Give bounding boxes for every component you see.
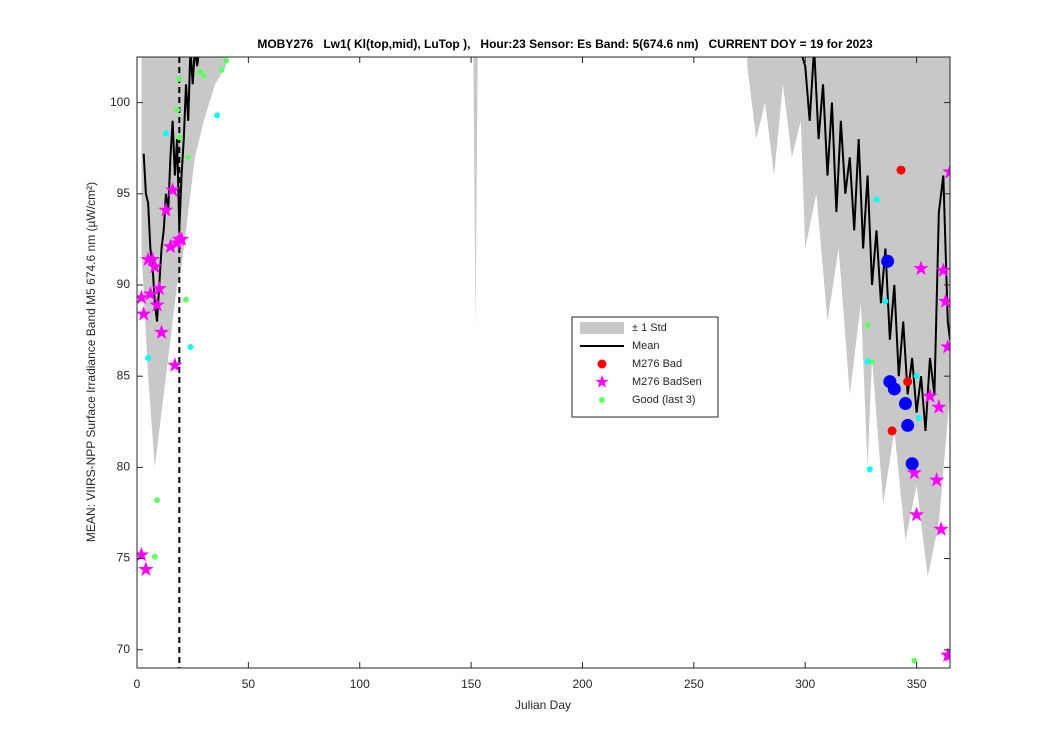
data-point xyxy=(174,106,181,113)
data-point xyxy=(931,399,947,414)
data-point xyxy=(214,112,221,119)
data-point xyxy=(881,254,895,268)
data-point xyxy=(137,306,152,321)
data-point xyxy=(903,377,913,387)
data-point xyxy=(908,506,925,522)
data-point xyxy=(196,68,203,75)
data-point xyxy=(933,521,949,536)
data-point xyxy=(898,397,912,411)
x-axis-label: Julian Day xyxy=(515,698,571,712)
data-point xyxy=(173,231,190,246)
data-point xyxy=(158,202,174,217)
std-band xyxy=(141,57,227,468)
data-point xyxy=(145,354,152,361)
data-point xyxy=(942,647,950,662)
legend-swatch xyxy=(595,374,609,388)
data-point xyxy=(922,388,938,403)
data-point xyxy=(138,561,154,577)
data-point xyxy=(153,324,170,339)
data-point xyxy=(937,293,950,308)
data-point xyxy=(144,251,161,266)
legend-label: M276 Bad xyxy=(632,358,682,370)
data-point xyxy=(887,426,897,436)
data-point xyxy=(882,298,889,305)
data-point xyxy=(137,289,150,305)
data-point xyxy=(218,66,225,73)
data-point xyxy=(183,296,190,303)
y-tick-label: 90 xyxy=(117,277,131,291)
data-point xyxy=(942,163,950,179)
data-point xyxy=(864,322,871,329)
y-tick-label: 85 xyxy=(117,368,131,382)
legend-label: ± 1 Std xyxy=(632,322,667,334)
std-band xyxy=(747,57,950,577)
chart-title: MOBY276 Lw1( Kl(top,mid), LuTop ), Hour:… xyxy=(257,37,873,51)
data-point xyxy=(913,260,929,276)
y-tick-label: 75 xyxy=(117,551,131,565)
legend-label: M276 BadSen xyxy=(632,376,702,388)
x-tick-label: 150 xyxy=(461,677,481,691)
data-point xyxy=(142,286,158,301)
data-point xyxy=(165,182,181,197)
x-tick-label: 350 xyxy=(907,677,927,691)
data-point xyxy=(873,196,880,203)
data-point xyxy=(176,75,183,82)
legend-swatch xyxy=(580,322,624,334)
x-tick-label: 50 xyxy=(242,677,256,691)
data-point xyxy=(896,165,906,175)
data-point xyxy=(187,343,194,350)
mean-line xyxy=(142,57,200,322)
x-tick-label: 200 xyxy=(572,677,592,691)
data-point xyxy=(935,262,950,277)
std-band xyxy=(473,57,478,329)
data-point xyxy=(147,258,163,274)
y-tick-label: 100 xyxy=(110,95,130,109)
data-point xyxy=(864,358,871,365)
legend-swatch xyxy=(599,397,605,403)
data-point xyxy=(911,657,918,664)
data-point xyxy=(185,154,192,161)
data-point xyxy=(176,134,183,141)
data-point xyxy=(869,358,876,365)
legend-label: Good (last 3) xyxy=(632,394,696,406)
x-tick-label: 300 xyxy=(795,677,815,691)
x-tick-label: 0 xyxy=(134,677,141,691)
legend-swatch xyxy=(597,359,607,369)
data-point xyxy=(223,57,230,64)
axes-box xyxy=(136,56,951,669)
data-point xyxy=(151,553,158,560)
data-point xyxy=(940,338,950,354)
data-point xyxy=(154,497,161,504)
plot-layer xyxy=(137,57,950,668)
data-point xyxy=(149,297,165,312)
data-point xyxy=(887,382,901,396)
data-point xyxy=(901,418,915,432)
y-axis-label: MEAN: VIIRS-NPP Surface Irradiance Band … xyxy=(84,182,98,542)
data-point xyxy=(905,457,919,471)
data-point xyxy=(906,464,922,480)
data-point xyxy=(928,472,945,487)
data-point xyxy=(915,415,922,422)
data-point xyxy=(913,373,920,380)
data-point xyxy=(167,357,183,372)
data-point xyxy=(137,546,150,562)
mean-line xyxy=(801,57,950,431)
y-tick-label: 80 xyxy=(117,460,131,474)
y-tick-label: 95 xyxy=(117,186,131,200)
data-point xyxy=(151,280,167,296)
data-point xyxy=(162,130,169,137)
legend-label: Mean xyxy=(632,340,660,352)
x-tick-label: 250 xyxy=(684,677,704,691)
x-tick-label: 100 xyxy=(350,677,370,691)
data-point xyxy=(866,466,873,473)
y-tick-label: 70 xyxy=(117,642,131,656)
data-point xyxy=(200,72,207,79)
legend: ± 1 Std Mean M276 Bad M276 BadSen Good (last… xyxy=(571,316,719,418)
